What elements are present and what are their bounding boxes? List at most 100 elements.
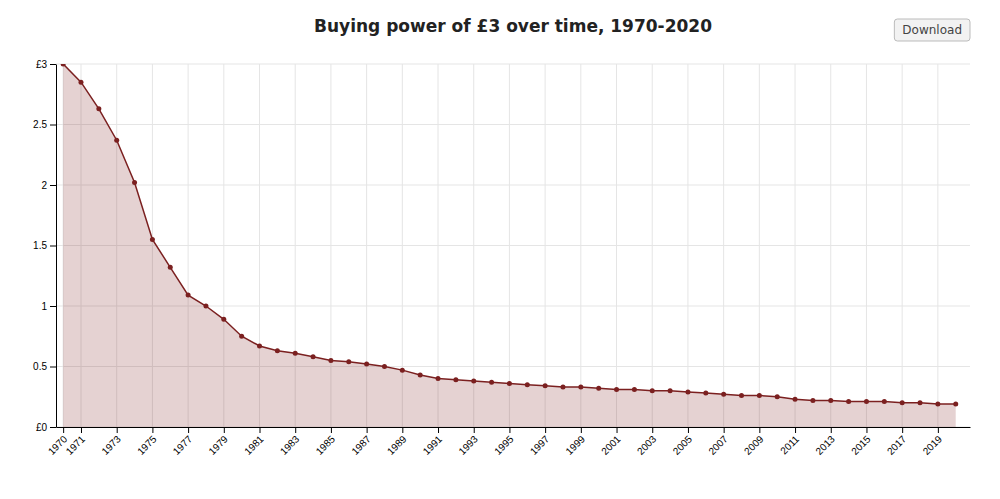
point <box>757 393 762 398</box>
y-grid-line <box>56 185 970 186</box>
point <box>346 359 351 364</box>
x-tick-mark <box>509 427 510 433</box>
x-tick-label: 1983 <box>278 433 302 457</box>
y-tick-label: 1 <box>41 301 47 312</box>
y-tick-label: 0.5 <box>33 361 47 372</box>
point <box>739 393 744 398</box>
point <box>489 380 494 385</box>
x-tick-label: 1977 <box>171 433 195 457</box>
point <box>400 368 405 373</box>
point <box>864 399 869 404</box>
point <box>257 343 262 348</box>
point <box>703 391 708 396</box>
x-axis-line <box>57 427 971 428</box>
x-tick: 1983 <box>278 427 302 457</box>
x-tick-label: 1987 <box>349 433 373 457</box>
x-tick-mark <box>81 427 82 433</box>
y-tick-label: 1.5 <box>33 240 47 251</box>
x-tick-mark <box>688 427 689 433</box>
y-tick: 1 <box>41 301 56 312</box>
point <box>846 399 851 404</box>
y-tick: 0.5 <box>33 361 56 372</box>
x-tick-label: 1979 <box>206 433 230 457</box>
point <box>328 358 333 363</box>
point <box>293 351 298 356</box>
x-tick-label: 1985 <box>314 433 338 457</box>
x-tick-label: 1971 <box>64 433 88 457</box>
x-tick-label: 1997 <box>528 433 552 457</box>
x-tick: 2017 <box>885 427 909 457</box>
point <box>364 362 369 367</box>
x-tick-label: 1981 <box>242 433 266 457</box>
x-tick: 1981 <box>242 427 266 457</box>
point <box>96 106 101 111</box>
x-tick-mark <box>581 427 582 433</box>
x-tick-label: 2013 <box>813 433 837 457</box>
x-tick-mark <box>295 427 296 433</box>
x-tick-label: 1995 <box>492 433 516 457</box>
point <box>918 400 923 405</box>
x-tick: 2009 <box>742 427 766 457</box>
point <box>132 180 137 185</box>
point <box>186 293 191 298</box>
x-tick-label: 2005 <box>671 433 695 457</box>
y-grid-line <box>56 124 970 125</box>
x-tick-label: 2017 <box>885 433 909 457</box>
point <box>78 80 83 85</box>
y-axis: £0 0.5 1 1.5 2 2.5 £3 <box>33 59 56 433</box>
x-tick: 1977 <box>171 427 195 457</box>
x-tick: 1995 <box>492 427 516 457</box>
x-tick-label: 2007 <box>706 433 730 457</box>
y-tick-label: 2 <box>41 180 47 191</box>
point <box>578 385 583 390</box>
point <box>203 304 208 309</box>
area <box>63 64 956 427</box>
x-tick: 1993 <box>456 427 480 457</box>
plot-area: 1970197119731975197719791981198319851987… <box>33 59 970 457</box>
x-tick: 1975 <box>135 427 159 457</box>
point <box>614 387 619 392</box>
x-tick-label: 2011 <box>778 433 801 456</box>
x-tick-mark <box>724 427 725 433</box>
point <box>239 334 244 339</box>
point <box>650 388 655 393</box>
x-tick-mark <box>224 427 225 433</box>
x-tick-mark <box>652 427 653 433</box>
x-tick-label: 2003 <box>635 433 659 457</box>
point <box>507 381 512 386</box>
x-tick-mark <box>260 427 261 433</box>
y-tick: 2 <box>41 180 56 191</box>
point <box>775 394 780 399</box>
x-tick-label: 1973 <box>99 433 123 457</box>
y-tick-label: £0 <box>36 422 48 433</box>
point <box>810 398 815 403</box>
point <box>221 317 226 322</box>
y-tick: 2.5 <box>33 119 56 130</box>
point <box>685 389 690 394</box>
x-tick: 1989 <box>385 427 409 457</box>
point <box>953 402 958 407</box>
x-tick-mark <box>795 427 796 433</box>
y-tick: £3 <box>36 59 56 70</box>
x-tick-label: 2019 <box>921 433 945 457</box>
marks <box>61 64 959 427</box>
download-button-box[interactable] <box>894 19 970 41</box>
x-tick-mark <box>402 427 403 433</box>
x-tick-mark <box>152 427 153 433</box>
x-tick-mark <box>188 427 189 433</box>
x-tick-label: 1991 <box>421 433 445 457</box>
x-tick: 1997 <box>528 427 552 457</box>
download-button-label[interactable]: Download <box>902 23 962 37</box>
point <box>560 385 565 390</box>
x-tick: 2019 <box>921 427 945 457</box>
y-tick-mark <box>50 367 56 368</box>
point <box>935 402 940 407</box>
x-tick: 1971 <box>64 427 88 457</box>
download-button[interactable]: Download <box>894 19 970 41</box>
x-tick-mark <box>331 427 332 433</box>
point <box>828 398 833 403</box>
point <box>632 387 637 392</box>
y-grid-line <box>56 64 970 65</box>
x-tick: 2013 <box>813 427 837 457</box>
line <box>63 64 956 404</box>
